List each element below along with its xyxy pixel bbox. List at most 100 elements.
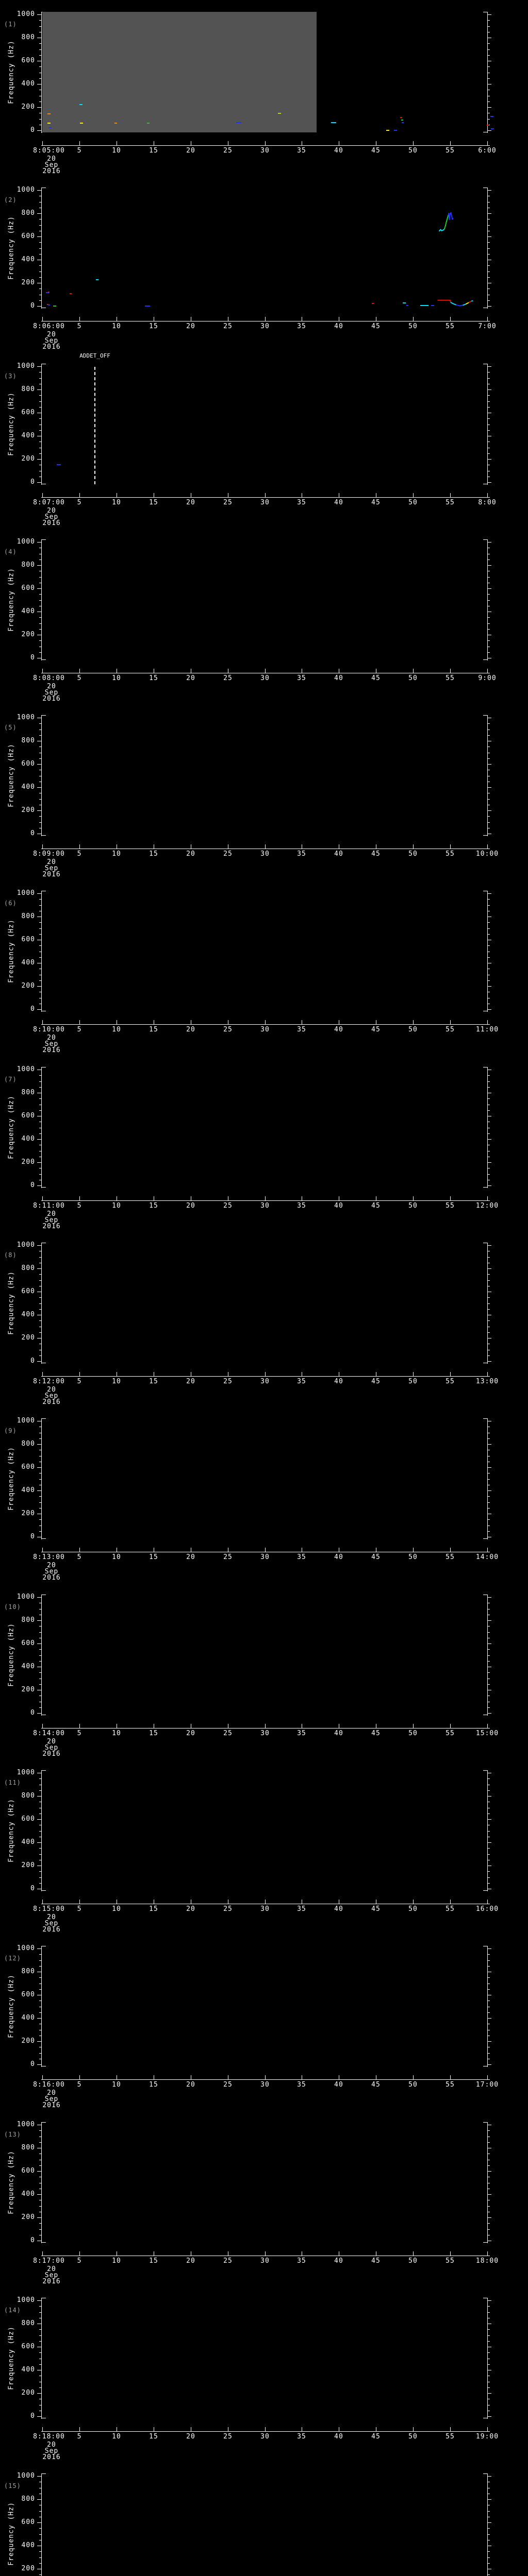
- x-tick-mark: [79, 669, 80, 673]
- right-tick-mark: [488, 2217, 491, 2218]
- plot-area: [42, 2298, 487, 2418]
- y-tick-mark: [39, 1649, 41, 1650]
- x-tick-label: 20: [186, 1202, 195, 1210]
- right-tick-mark: [488, 2306, 490, 2307]
- right-axis-cap: [483, 715, 488, 716]
- y-tick-mark: [39, 2012, 41, 2013]
- y-tick-mark: [37, 236, 41, 237]
- right-tick-mark: [488, 1174, 490, 1175]
- right-tick-mark: [488, 2312, 490, 2313]
- y-tick-mark: [39, 640, 41, 641]
- y-tick-label: 200: [21, 1510, 35, 1517]
- y-tick-label: 800: [21, 2144, 35, 2151]
- right-tick-mark: [488, 1778, 490, 1780]
- x-tick-mark: [413, 1548, 414, 1552]
- right-axis-line: [487, 2473, 488, 2576]
- right-tick-mark: [488, 787, 491, 788]
- right-axis-line: [487, 539, 488, 660]
- x-tick-label: 45: [371, 850, 381, 858]
- y-axis-cap: [41, 1418, 46, 1419]
- right-tick-mark: [488, 2142, 490, 2143]
- x-tick-label: 5: [77, 850, 82, 858]
- y-tick-mark: [39, 1438, 41, 1439]
- x-tick-mark: [79, 844, 80, 849]
- y-axis-cap: [41, 1770, 46, 1771]
- y-tick-mark: [39, 594, 41, 595]
- x-tick-mark: [413, 1020, 414, 1024]
- x-tick-mark: [450, 2251, 451, 2256]
- right-tick-mark: [488, 1257, 490, 1258]
- right-tick-mark: [488, 1790, 490, 1791]
- x-start-time-label: 8:10:00: [33, 1026, 65, 1033]
- right-tick-mark: [488, 980, 490, 981]
- x-axis-date-line: 20: [47, 1562, 56, 1569]
- x-end-time-label: 7:00: [478, 323, 497, 330]
- x-tick-mark: [450, 1020, 451, 1024]
- y-tick-mark: [37, 1009, 41, 1010]
- y-tick-label: 0: [30, 1709, 35, 1717]
- y-tick-label: 400: [21, 1135, 35, 1143]
- x-tick-label: 40: [334, 2257, 343, 2265]
- y-axis-line: [41, 1946, 42, 2067]
- y-tick-label: 600: [21, 409, 35, 416]
- x-axis-date-line: Sep: [44, 865, 59, 872]
- y-tick-mark: [39, 2053, 41, 2054]
- x-start-time-label: 8:18:00: [33, 2433, 65, 2441]
- x-tick-label: 40: [334, 2081, 343, 2089]
- x-start-time-label: 8:06:00: [33, 323, 65, 330]
- right-tick-mark: [488, 2335, 490, 2336]
- x-tick-label: 35: [297, 2433, 306, 2441]
- x-tick-label: 15: [149, 2433, 158, 2441]
- x-tick-label: 35: [297, 1378, 306, 1385]
- y-axis-line: [41, 1595, 42, 1716]
- y-axis-title: Frequency (Hz): [7, 1447, 15, 1511]
- x-tick-label: 25: [223, 1202, 233, 1210]
- x-axis-line: [41, 497, 490, 498]
- y-tick-label: 0: [30, 2412, 35, 2420]
- right-axis-line: [487, 1595, 488, 1716]
- y-tick-mark: [39, 1790, 41, 1791]
- x-tick-mark: [79, 493, 80, 497]
- x-tick-label: 50: [408, 1553, 418, 1561]
- x-tick-label: 35: [297, 674, 306, 682]
- x-tick-label: 30: [260, 674, 270, 682]
- x-tick-label: 55: [446, 2257, 455, 2265]
- right-tick-mark: [488, 2229, 490, 2230]
- detection-mark: [49, 127, 52, 129]
- x-tick-label: 20: [186, 850, 195, 858]
- y-axis-line: [41, 715, 42, 836]
- y-tick-label: 0: [30, 478, 35, 486]
- x-tick-mark: [487, 844, 488, 849]
- x-end-time-label: 17:00: [475, 2081, 499, 2089]
- right-tick-mark: [488, 2012, 490, 2013]
- x-tick-label: 30: [260, 850, 270, 858]
- y-tick-mark: [37, 1467, 41, 1468]
- y-tick-label: 200: [21, 2213, 35, 2221]
- y-tick-mark: [39, 2511, 41, 2512]
- x-axis-date-line: 2016: [42, 871, 61, 878]
- x-axis-date-line: 2016: [42, 1398, 61, 1406]
- y-tick-mark: [37, 588, 41, 589]
- y-tick-label: 800: [21, 737, 35, 744]
- y-tick-mark: [39, 1174, 41, 1175]
- y-tick-label: 0: [30, 2060, 35, 2068]
- x-axis-date-line: Sep: [44, 513, 59, 521]
- right-tick-mark: [488, 406, 490, 408]
- y-axis-title: Frequency (Hz): [7, 216, 15, 280]
- right-tick-mark: [488, 2206, 490, 2207]
- y-tick-label: 200: [21, 2037, 35, 2045]
- x-tick-label: 10: [112, 147, 121, 155]
- plot-area: [42, 539, 487, 660]
- y-axis-line: [41, 188, 42, 309]
- right-tick-mark: [488, 306, 491, 307]
- y-tick-label: 0: [30, 829, 35, 837]
- y-axis-line: [41, 891, 42, 1012]
- right-tick-mark: [488, 49, 490, 50]
- y-tick-mark: [39, 1332, 41, 1333]
- x-tick-label: 50: [408, 1202, 418, 1210]
- x-tick-mark: [450, 317, 451, 321]
- y-tick-mark: [39, 623, 41, 624]
- right-tick-mark: [488, 1081, 490, 1082]
- x-axis-date-line: 2016: [42, 1223, 61, 1230]
- y-tick-mark: [39, 577, 41, 578]
